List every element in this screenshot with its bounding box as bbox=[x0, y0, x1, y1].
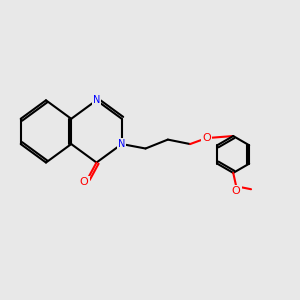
Text: N: N bbox=[118, 139, 125, 149]
Text: O: O bbox=[80, 178, 88, 188]
Text: O: O bbox=[202, 133, 211, 143]
Text: N: N bbox=[93, 95, 100, 105]
Text: O: O bbox=[232, 186, 241, 196]
